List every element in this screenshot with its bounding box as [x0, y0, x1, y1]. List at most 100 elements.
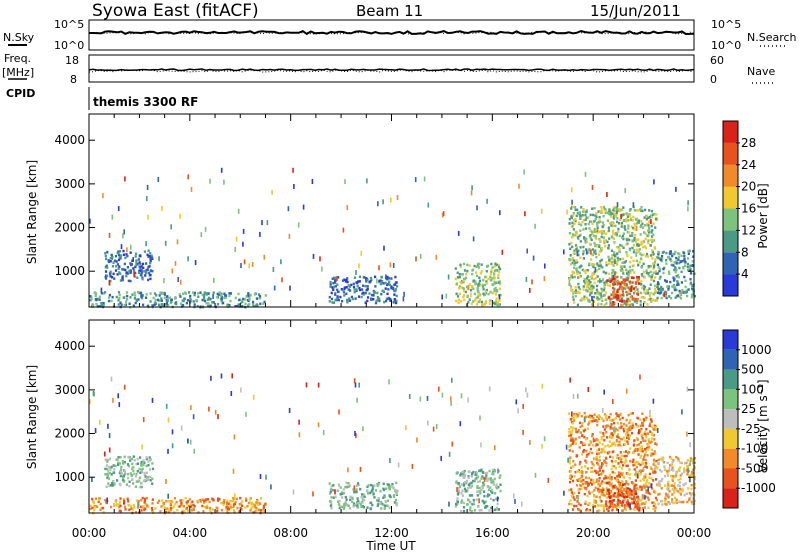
- echo-cell: [593, 439, 596, 442]
- echo-cell: [616, 294, 619, 297]
- echo-cell: [189, 296, 192, 300]
- echo-cell: [490, 271, 493, 274]
- echo-cell: [584, 223, 587, 226]
- echo-cell: [692, 461, 695, 465]
- echo-cell: [576, 496, 579, 499]
- echo-cell: [610, 459, 613, 463]
- echo-cell: [106, 460, 109, 463]
- echo-cell: [591, 470, 595, 473]
- echo-cell: [621, 281, 624, 284]
- echo-cell: [234, 305, 237, 308]
- echo-cell: [605, 298, 608, 301]
- echo-cell: [426, 395, 429, 401]
- freq-frame: [88, 54, 695, 83]
- echo-cell: [667, 483, 670, 486]
- echo-cell: [684, 279, 687, 282]
- echo-cell: [105, 264, 108, 268]
- y-tick-label: 1000: [54, 264, 85, 278]
- echo-cell: [483, 303, 486, 306]
- echo-cell: [226, 499, 229, 503]
- echo-cell: [660, 296, 663, 300]
- echo-cell: [623, 261, 626, 264]
- echo-cell: [657, 458, 660, 462]
- echo-cell: [123, 461, 126, 464]
- echo-cell: [616, 256, 619, 260]
- echo-cell: [571, 417, 574, 420]
- echo-cell: [136, 506, 140, 509]
- echo-cell: [254, 510, 257, 513]
- echo-cell: [293, 184, 295, 189]
- echo-cell: [626, 272, 629, 275]
- echo-cell: [222, 501, 225, 504]
- echo-cell: [624, 439, 627, 442]
- echo-cell: [611, 212, 614, 215]
- echo-cell: [107, 477, 111, 480]
- echo-cell: [615, 439, 619, 443]
- echo-cell: [585, 286, 588, 289]
- echo-cell: [601, 489, 604, 492]
- velocity-ylabel: Slant Range [km]: [25, 365, 39, 469]
- echo-cell: [149, 259, 152, 263]
- echo-cell: [677, 258, 680, 261]
- echo-cell: [580, 477, 583, 480]
- echo-cell: [626, 215, 630, 219]
- echo-cell: [607, 226, 610, 229]
- velocity-colorbar-blocks: [722, 329, 739, 509]
- echo-cell: [628, 468, 631, 472]
- echo-cell: [648, 424, 651, 428]
- echo-cell: [108, 280, 111, 286]
- echo-cell: [680, 472, 683, 475]
- echo-cell: [612, 485, 615, 488]
- echo-cell: [633, 300, 636, 303]
- echo-cell: [654, 426, 657, 429]
- echo-cell: [462, 474, 465, 478]
- echo-cell: [628, 248, 631, 252]
- echo-cell: [588, 300, 591, 303]
- echo-cell: [637, 276, 640, 279]
- echo-cell: [590, 288, 593, 292]
- echo-cell: [476, 205, 478, 211]
- echo-cell: [670, 484, 673, 487]
- echo-cell: [361, 493, 364, 496]
- echo-cell: [624, 287, 627, 290]
- echo-cell: [209, 178, 211, 184]
- echo-cell: [610, 490, 613, 493]
- echo-cell: [197, 511, 200, 514]
- echo-cell: [622, 232, 625, 235]
- echo-cell: [596, 478, 599, 481]
- echo-cell: [636, 292, 639, 296]
- echo-cell: [478, 294, 481, 297]
- echo-cell: [686, 473, 689, 476]
- echo-cell: [224, 296, 227, 300]
- echo-cell: [154, 298, 157, 302]
- echo-cell: [626, 278, 629, 282]
- echo-cell: [91, 497, 94, 501]
- echo-cell: [654, 270, 657, 273]
- echo-cell: [322, 430, 325, 436]
- echo-cell: [331, 286, 334, 289]
- echo-cell: [489, 486, 492, 489]
- echo-cell: [629, 217, 633, 220]
- echo-cell: [110, 483, 113, 487]
- echo-cell: [460, 509, 463, 513]
- echo-cell: [645, 269, 648, 272]
- echo-cell: [470, 292, 472, 298]
- echo-cell: [642, 418, 646, 421]
- echo-cell: [635, 238, 637, 244]
- echo-cell: [662, 457, 665, 460]
- echo-cell: [644, 494, 646, 500]
- echo-cell: [251, 262, 254, 267]
- echo-cell: [635, 487, 638, 490]
- echo-cell: [616, 435, 619, 439]
- power-echoes: [89, 167, 696, 309]
- echo-cell: [640, 280, 643, 283]
- echo-cell: [192, 300, 195, 303]
- echo-cell: [458, 287, 461, 290]
- echo-cell: [648, 415, 652, 418]
- echo-cell: [354, 431, 356, 436]
- echo-cell: [366, 288, 369, 292]
- echo-cell: [611, 500, 614, 504]
- echo-cell: [603, 281, 606, 284]
- echo-cell: [337, 503, 341, 506]
- echo-cell: [686, 459, 689, 462]
